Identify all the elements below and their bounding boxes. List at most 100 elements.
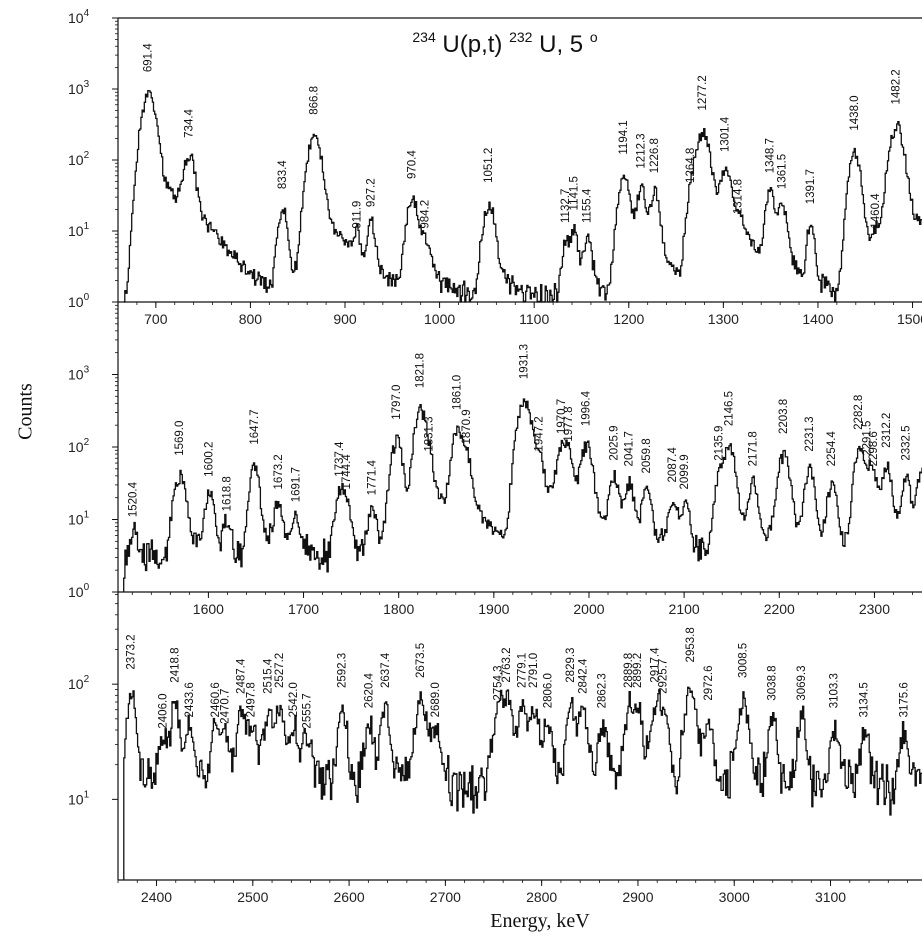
- peak-label: 1314.8: [732, 179, 744, 214]
- x-tick-label: 1500: [897, 311, 922, 327]
- peak-label: 3175.6: [898, 682, 910, 717]
- x-tick-label: 1100: [519, 311, 549, 327]
- x-tick-label: 700: [144, 311, 168, 327]
- peak-label: 2254.4: [826, 431, 838, 467]
- x-tick-label: 3100: [815, 889, 846, 905]
- peak-label: 2673.5: [415, 643, 427, 678]
- x-tick-label: 2700: [430, 889, 461, 905]
- y-tick-label: 102: [68, 674, 90, 692]
- peak-label: 2620.4: [364, 672, 376, 708]
- x-tick-label: 1400: [802, 311, 833, 327]
- peak-label: 1361.5: [776, 154, 788, 189]
- chart-title: 234 U(p,t) 232 U, 5 o: [412, 21, 597, 58]
- peak-label: 2497.8: [246, 682, 258, 717]
- peak-label: 3038.8: [767, 665, 779, 700]
- peak-label: 2433.6: [184, 682, 196, 717]
- x-tick-label: 1200: [613, 311, 644, 327]
- peak-label: 1931.3: [519, 344, 531, 379]
- title-degree: o: [590, 29, 598, 45]
- peak-label: 2889.8: [623, 653, 635, 688]
- y-axis-label: Counts: [14, 383, 37, 440]
- title-mass-number-2: 232: [509, 29, 533, 45]
- peak-label: 1520.4: [128, 481, 140, 517]
- panel-middle: 1600 1700 1800 1900 2000 2100 2200 2300 100 101 10…: [68, 302, 922, 617]
- peak-label: 2231.3: [804, 416, 816, 451]
- x-tick-label: 1800: [383, 601, 414, 617]
- peak-label: 2842.4: [577, 658, 589, 694]
- y-tick-label: 100: [68, 292, 90, 310]
- x-tick-label: 2000: [573, 601, 604, 617]
- title-mass-number-1: 234: [412, 29, 436, 45]
- peak-label: 2332.5: [900, 425, 912, 460]
- peak-label: 2829.3: [565, 648, 577, 683]
- peak-label: 1141.5: [568, 176, 580, 210]
- peak-label: 2041.7: [624, 431, 636, 466]
- title-reaction: U(p,t): [442, 31, 502, 58]
- peak-label: 1348.7: [764, 138, 776, 173]
- y-tick-label: 101: [68, 789, 90, 807]
- peak-label: 2637.4: [380, 652, 392, 688]
- peak-label: 2099.9: [679, 454, 691, 489]
- peak-label: 2312.2: [881, 413, 893, 448]
- peak-label: 2406.0: [157, 693, 169, 728]
- peak-label: 1391.7: [805, 169, 817, 204]
- x-tick-label: 900: [333, 311, 357, 327]
- peak-label: 2203.8: [778, 399, 790, 434]
- spectrum-trace: [123, 90, 922, 303]
- peak-label: 833.4: [277, 160, 289, 189]
- y-tick-label: 103: [68, 79, 90, 97]
- peak-label: 2899.2: [632, 653, 644, 688]
- peak-label: 2515.4: [263, 658, 275, 694]
- peak-label: 734.4: [183, 108, 195, 137]
- spectrum-trace: [123, 398, 922, 592]
- x-tick-label: 2400: [141, 889, 172, 905]
- peak-label: 3008.5: [737, 643, 749, 678]
- peak-label: 1861.0: [452, 375, 464, 410]
- peak-label: 2806.0: [542, 673, 554, 708]
- peak-label: 2291.5: [861, 421, 873, 456]
- peak-label: 1569.0: [174, 421, 186, 456]
- peak-label: 970.4: [407, 150, 419, 179]
- x-tick-label: 1700: [288, 601, 319, 617]
- peak-label: 2763.2: [501, 647, 513, 682]
- peak-label: 2972.6: [703, 665, 715, 700]
- peak-label: 2487.4: [236, 658, 248, 694]
- peak-label: 2953.8: [685, 627, 697, 662]
- peak-label: 2592.3: [337, 653, 349, 688]
- y-tick-label: 101: [68, 510, 90, 528]
- peak-label: 1996.4: [581, 390, 593, 426]
- peak-label: 3134.5: [859, 682, 871, 717]
- x-tick-label: 1300: [708, 311, 739, 327]
- peak-label: 691.4: [143, 43, 155, 72]
- y-tick-label: 103: [68, 365, 90, 383]
- peak-label: 1618.8: [221, 476, 233, 511]
- peak-label: 984.2: [420, 200, 432, 229]
- peak-label: 1737.4: [334, 441, 346, 477]
- peak-label: 2689.0: [430, 682, 442, 717]
- x-tick-label: 2600: [334, 889, 365, 905]
- peak-label: 2282.8: [853, 395, 865, 430]
- peak-label: 927.2: [366, 178, 378, 207]
- peak-label: 2059.8: [641, 438, 653, 473]
- y-tick-label: 104: [68, 8, 90, 26]
- peak-label: 1647.7: [249, 409, 261, 444]
- panel-top: 700 800 900 1000 1100 1200 1300 1400 1500 100 101 1…: [68, 8, 922, 327]
- peak-label: 2146.5: [723, 391, 735, 426]
- peak-label: 1438.0: [849, 95, 861, 130]
- peak-label: 1821.8: [414, 353, 426, 388]
- peak-label: 1212.3: [635, 133, 647, 168]
- y-tick-label: 102: [68, 150, 90, 168]
- peak-label: 1482.2: [891, 69, 903, 104]
- x-tick-label: 2900: [622, 889, 653, 905]
- peak-label: 3069.3: [796, 665, 808, 700]
- y-tick-label: 101: [68, 221, 90, 239]
- x-tick-label: 1000: [424, 311, 455, 327]
- x-tick-label: 1900: [478, 601, 509, 617]
- peak-label: 1301.4: [720, 116, 732, 152]
- peak-label: 1831.3: [424, 416, 436, 451]
- peak-label: 866.8: [309, 86, 321, 115]
- peak-label: 2527.2: [274, 653, 286, 688]
- peak-label: 2135.9: [713, 426, 725, 461]
- x-tick-label: 3000: [719, 889, 750, 905]
